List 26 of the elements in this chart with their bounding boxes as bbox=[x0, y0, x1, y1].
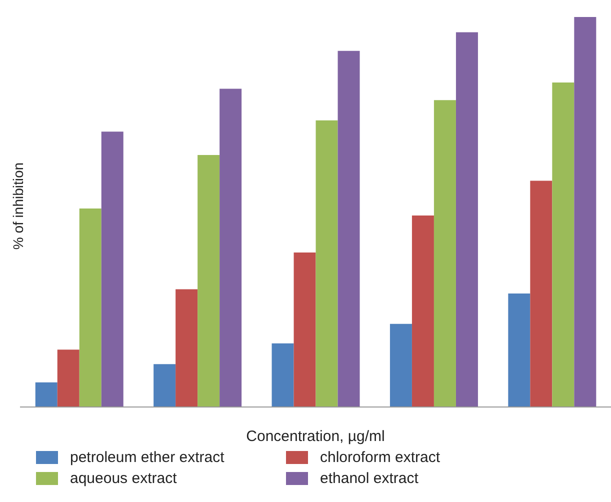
y-axis-title: % of inhibition bbox=[10, 161, 26, 252]
bar bbox=[57, 350, 80, 407]
legend-label: aqueous extract bbox=[70, 470, 177, 487]
legend-label: petroleum ether extract bbox=[70, 449, 224, 466]
bar bbox=[35, 382, 58, 407]
bar bbox=[338, 50, 360, 407]
bar bbox=[434, 100, 456, 407]
bar bbox=[154, 364, 176, 407]
bar bbox=[508, 294, 530, 407]
bar bbox=[294, 252, 316, 407]
bar bbox=[412, 216, 434, 407]
bar bbox=[530, 180, 552, 407]
bar bbox=[272, 343, 294, 407]
bar bbox=[220, 88, 242, 407]
bar bbox=[390, 324, 412, 407]
bar bbox=[176, 289, 198, 407]
bar bbox=[456, 32, 478, 407]
bar bbox=[316, 120, 338, 407]
bar bbox=[574, 17, 596, 407]
x-axis-title: Concentration, µg/ml bbox=[246, 428, 385, 445]
bar bbox=[101, 132, 124, 407]
bar bbox=[552, 82, 574, 407]
bar bbox=[198, 155, 220, 407]
bar bbox=[79, 208, 102, 407]
legend-label: ethanol extract bbox=[320, 470, 418, 487]
legend-label: chloroform extract bbox=[320, 449, 440, 466]
